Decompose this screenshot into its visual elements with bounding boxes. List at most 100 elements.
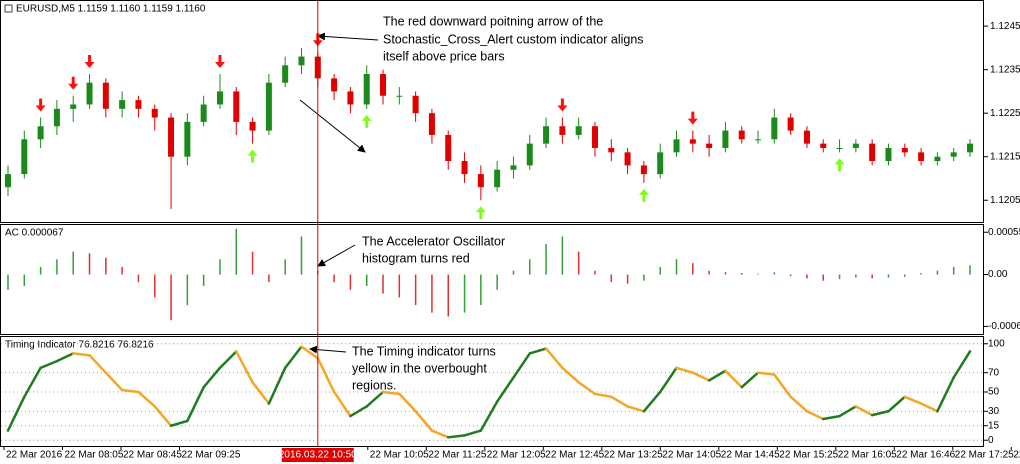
annotation-line: regions. (352, 378, 396, 392)
x-tick-label: 22 Mar 12:45 (545, 450, 604, 461)
x-tick-label: 22 Mar 09:25 (182, 450, 241, 461)
candle-body (494, 169, 501, 188)
buy-arrow (247, 149, 258, 163)
candle-body (412, 95, 419, 114)
timing-segment (349, 405, 368, 418)
candle-body (526, 143, 533, 166)
timing-segment (561, 366, 580, 384)
candle-body (135, 100, 142, 109)
x-tick-label: 22 Mar 10:05 (370, 450, 429, 461)
annotation: The red downward poitning arrow of the S… (299, 14, 644, 392)
candle-body (347, 91, 354, 105)
timing-segment (414, 410, 434, 432)
timing-segment (789, 395, 809, 413)
timing-segment (104, 371, 124, 392)
timing-segment (724, 369, 743, 389)
timing-segment (137, 390, 156, 408)
timing-segment (577, 381, 597, 396)
y-tick-label: 0.000555 (988, 227, 1020, 238)
annotation-arrow (317, 32, 379, 41)
candle-body (510, 165, 517, 170)
header: EURUSD,M5 1.1159 1.1160 1.1159 1.1160 (16, 4, 206, 15)
y-tick-label: 50 (988, 387, 1000, 398)
y-tick-label: 1.1205 (990, 195, 1020, 206)
annotation-line: itself above price bars (383, 49, 505, 63)
sell-arrow (84, 55, 95, 68)
candle-body (265, 82, 272, 131)
candle-body (102, 82, 109, 109)
timing-segment (316, 356, 336, 394)
candle-body (428, 113, 435, 135)
candle-body (559, 126, 566, 135)
timing-segment (903, 395, 923, 405)
y-tick-label: 1.1235 (990, 64, 1020, 75)
timing-label: Timing Indicator 76.8216 76.8216 (5, 340, 154, 351)
candle-body (852, 143, 859, 148)
buy-arrow (361, 114, 372, 128)
timing-segment (479, 400, 499, 432)
candle-body (543, 126, 550, 144)
y-tick-label: -0.00068 (988, 321, 1020, 332)
x-tick-label: 22 Mar 17:25 (955, 450, 1014, 461)
timing-segment (430, 429, 450, 439)
candle-body (151, 108, 158, 118)
x-tick-label: 22 Mar 12:05 (487, 450, 546, 461)
y-tick-label: 70 (988, 367, 1000, 378)
timing-segment (365, 390, 385, 408)
timing-segment (544, 347, 564, 370)
candle-body (869, 143, 876, 162)
x-tick-label: 22 Mar 16:05 (838, 450, 897, 461)
timing-segment (39, 359, 59, 370)
timing-segment (887, 395, 907, 413)
y-tick-label: 1.1225 (990, 108, 1020, 119)
candle-body (706, 143, 713, 148)
annotation-arrow (299, 99, 366, 153)
timing-segment (332, 390, 352, 418)
candle-body (624, 152, 631, 166)
timing-segment (235, 350, 254, 384)
candle-body (657, 152, 664, 175)
timing-segment (267, 366, 287, 405)
y-tick-label: 0 (988, 435, 994, 446)
timing-segment (512, 352, 532, 379)
timing-segment (283, 345, 303, 370)
candle-body (119, 100, 126, 109)
crosshair-label: 2016.03.22 10:50 (279, 450, 357, 461)
price-panel (0, 0, 984, 223)
candle-body (836, 148, 843, 149)
candle-body (298, 56, 305, 66)
y-tick-label: 0.00 (988, 269, 1008, 280)
candle-body (53, 108, 60, 127)
candle-body (934, 156, 941, 162)
sell-arrow (214, 55, 225, 68)
timing-segment (398, 392, 417, 413)
timing-segment (854, 405, 874, 417)
candle-body (21, 139, 28, 175)
timing-segment (218, 350, 238, 370)
timing-segment (202, 366, 222, 389)
annotation-line: The Accelerator Oscillator (362, 234, 505, 248)
timing-segment (528, 347, 548, 355)
timing-segment (936, 376, 955, 413)
candle-body (673, 139, 680, 153)
timing-segment (153, 405, 173, 427)
timing-segment (446, 434, 466, 439)
timing-segment (838, 405, 858, 418)
timing-segment (822, 414, 841, 421)
timing-segment (88, 354, 108, 374)
annotation-arrow (309, 345, 347, 354)
candle-body (967, 143, 973, 153)
timing-segment (658, 366, 678, 394)
annotation-line: Stochastic_Cross_Alert custom indicator … (383, 32, 644, 46)
candle-body (168, 117, 175, 157)
buy-arrow (475, 206, 486, 220)
annotation-line: histogram turns red (362, 251, 470, 265)
timing-segment (381, 390, 401, 396)
crosshair-label-bg (281, 448, 354, 462)
annotation-arrow (317, 244, 356, 267)
candle-body (608, 148, 615, 153)
sell-arrow (557, 98, 568, 112)
candle-body (820, 143, 827, 148)
candle-body (216, 91, 223, 105)
x-tick-label: 22 Mar 18:05 (1013, 450, 1020, 461)
